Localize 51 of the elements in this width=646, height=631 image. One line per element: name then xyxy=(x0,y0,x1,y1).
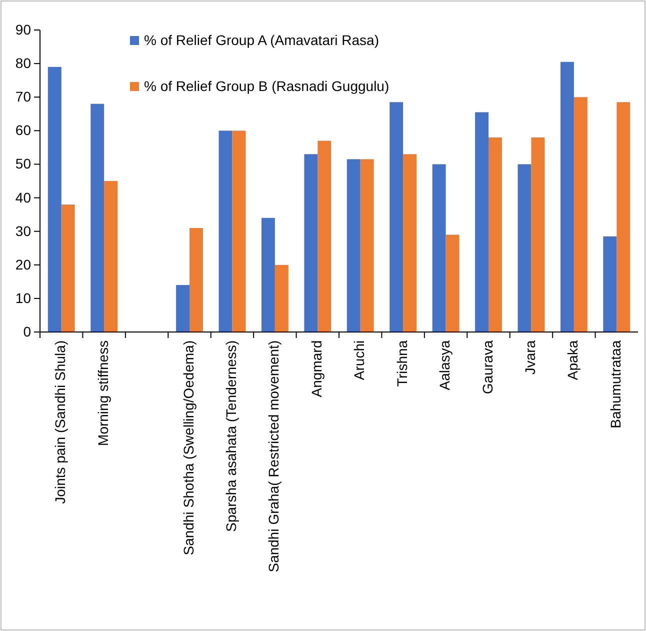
bar xyxy=(518,164,532,332)
bar xyxy=(432,164,446,332)
bar xyxy=(48,66,62,332)
x-tick-label: Joints pain (Sandhi Shula) xyxy=(52,340,68,504)
bar xyxy=(574,97,588,332)
x-tick-label: Aalasya xyxy=(436,340,453,390)
bar xyxy=(274,264,288,332)
y-tick-label: 30 xyxy=(15,222,32,239)
x-tick-label: Angmard xyxy=(308,340,324,398)
x-tick-label: Jvara xyxy=(522,340,538,375)
y-tick-label: 80 xyxy=(15,55,32,72)
bar xyxy=(475,112,488,332)
x-tick-label: Morning stiffness xyxy=(94,340,111,446)
x-tick-label: Sparsha asahata (Tenderness) xyxy=(223,340,240,532)
bar xyxy=(488,137,502,332)
y-tick-label: 70 xyxy=(15,88,32,105)
x-tick-label: Gaurava xyxy=(479,340,496,394)
y-tick-label: 0 xyxy=(23,323,32,340)
y-tick-label: 90 xyxy=(15,21,32,38)
bar xyxy=(218,130,232,332)
bar xyxy=(616,102,630,332)
y-tick-label: 40 xyxy=(15,189,32,206)
legend-label: % of Relief Group B (Rasnadi Guggulu) xyxy=(144,78,390,94)
bar xyxy=(104,181,118,332)
bar xyxy=(560,62,574,332)
y-tick-label: 20 xyxy=(15,256,32,272)
bar xyxy=(232,130,246,332)
bar xyxy=(360,159,374,332)
bar xyxy=(261,218,275,332)
bar xyxy=(90,104,104,332)
bar xyxy=(318,140,332,332)
x-tick-label: Apaka xyxy=(564,340,581,380)
bar xyxy=(61,204,75,332)
bar xyxy=(176,285,190,332)
bar xyxy=(446,234,460,332)
bar xyxy=(190,228,203,332)
bar xyxy=(390,102,404,332)
bar xyxy=(603,236,617,332)
y-tick-label: 10 xyxy=(15,290,32,306)
x-tick-label: Trishna xyxy=(394,340,410,387)
x-tick-label: Sandhi Graha( Restricted movement) xyxy=(266,340,282,572)
legend-label: % of Relief Group A (Amavatari Rasa) xyxy=(144,32,379,48)
bar xyxy=(346,159,360,332)
bar xyxy=(403,154,417,332)
x-tick-label: Sandhi Shotha (Swelling/Oedema) xyxy=(180,340,196,556)
y-tick-label: 60 xyxy=(15,122,32,138)
x-tick-label: Bahumutrataa xyxy=(607,340,624,428)
y-tick-label: 50 xyxy=(15,156,32,172)
x-tick-label: Aruchi xyxy=(351,340,368,380)
bar xyxy=(531,137,545,332)
bar xyxy=(304,154,318,332)
